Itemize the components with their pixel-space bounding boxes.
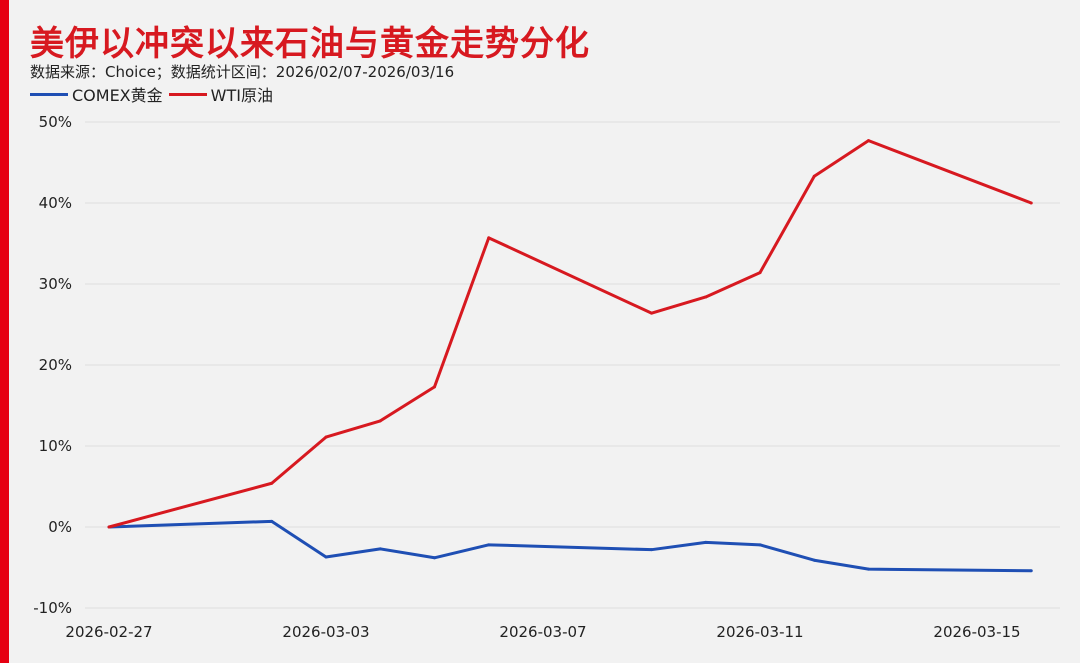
x-tick-label: 2026-02-27	[65, 623, 152, 641]
y-tick-label: 10%	[39, 437, 72, 455]
chart-title: 美伊以冲突以来石油与黄金走势分化	[30, 24, 590, 64]
x-tick-label: 2026-03-11	[716, 623, 803, 641]
data-point	[487, 543, 491, 547]
legend-swatch-gold	[30, 92, 68, 96]
data-point	[650, 311, 653, 315]
y-tick-label: 30%	[39, 275, 72, 293]
accent-bar	[0, 0, 9, 663]
data-point	[867, 139, 870, 143]
data-point	[704, 295, 708, 299]
chart-subtitle: 数据来源：Choice；数据统计区间：2026/02/07-2026/03/16	[30, 63, 455, 81]
series-line-gold	[108, 519, 1032, 573]
legend-label-gold: COMEX黄金	[72, 86, 163, 105]
y-tick-label: 0%	[48, 518, 72, 536]
x-tick-label: 2026-03-07	[499, 623, 586, 641]
data-point	[867, 567, 870, 571]
data-point	[433, 556, 436, 560]
data-point	[487, 236, 491, 240]
y-tick-label: -10%	[33, 599, 72, 617]
legend: COMEX黄金 WTI原油	[30, 82, 273, 106]
legend-label-wti: WTI原油	[210, 86, 273, 105]
data-point	[433, 385, 436, 389]
data-point	[1029, 201, 1033, 205]
data-point	[324, 555, 328, 559]
data-point	[378, 419, 382, 423]
x-tick-label: 2026-03-03	[282, 623, 369, 641]
data-point	[270, 519, 274, 523]
y-tick-label: 40%	[39, 194, 72, 212]
data-point	[704, 540, 708, 544]
data-point	[324, 435, 328, 439]
data-point	[812, 174, 816, 178]
data-point	[1029, 569, 1033, 573]
data-point	[812, 558, 816, 562]
data-point	[650, 548, 653, 552]
data-point	[758, 543, 762, 547]
data-point	[107, 525, 111, 529]
data-point	[378, 547, 382, 551]
x-tick-label: 2026-03-15	[933, 623, 1020, 641]
y-tick-label: 20%	[39, 356, 72, 374]
data-point	[758, 271, 762, 275]
legend-swatch-wti	[168, 92, 207, 96]
series-line-wti	[108, 139, 1032, 529]
y-tick-label: 50%	[39, 113, 72, 131]
data-point	[270, 481, 274, 485]
